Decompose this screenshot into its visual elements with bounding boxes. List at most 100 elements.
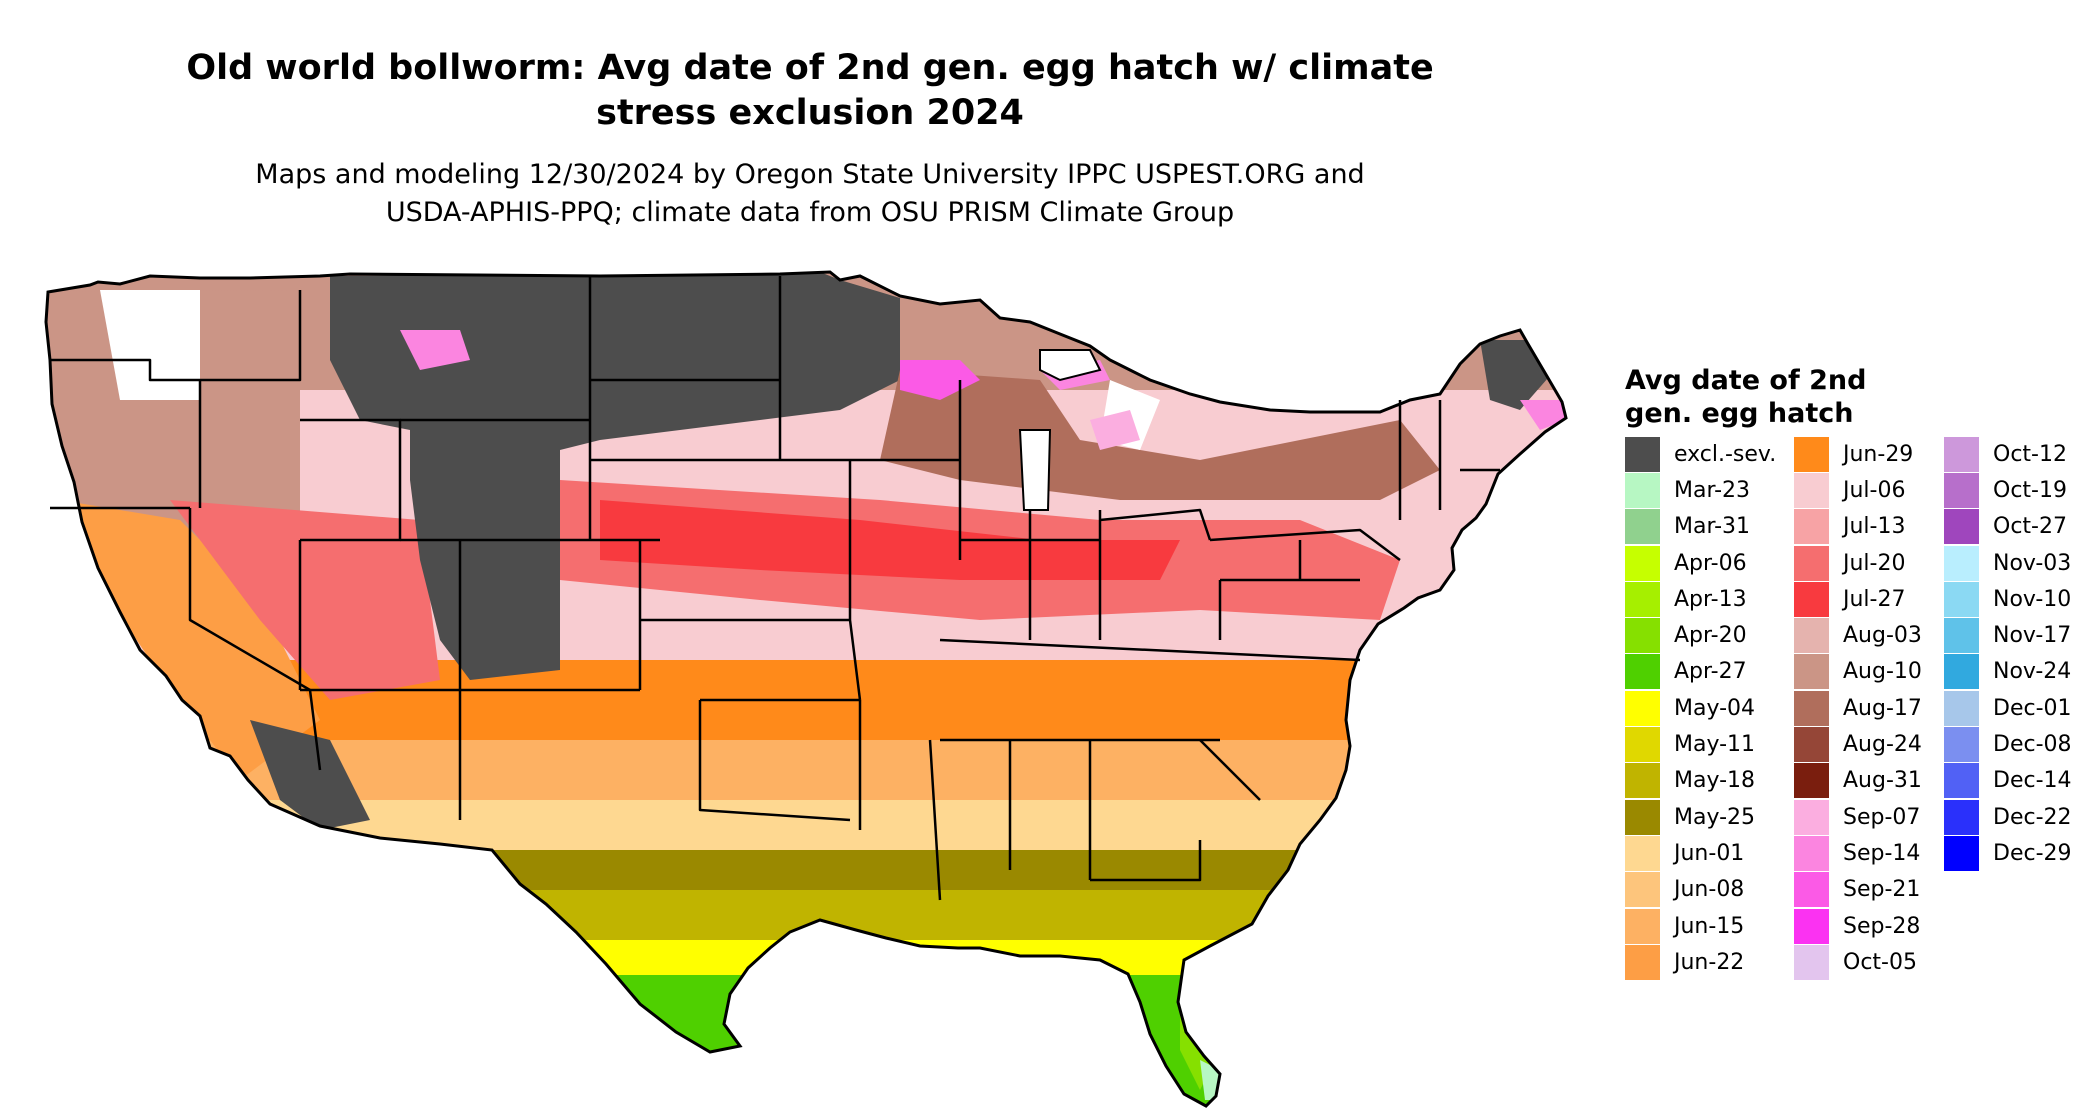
- legend-label: Jun-22: [1674, 949, 1745, 975]
- legend-item: Aug-10: [1794, 654, 1944, 690]
- legend-label: Sep-21: [1843, 877, 1921, 903]
- legend-item: Dec-29: [1944, 835, 2100, 871]
- legend-item: Apr-27: [1625, 654, 1794, 690]
- legend-label: Oct-12: [1993, 441, 2067, 467]
- us-map: [44, 270, 1568, 1108]
- legend-item: Oct-27: [1944, 509, 2100, 545]
- map-title-line2: stress exclusion 2024: [596, 93, 1024, 133]
- legend-item: Aug-17: [1794, 690, 1944, 726]
- legend-label: Jun-15: [1674, 913, 1745, 939]
- legend-swatch: [1794, 436, 1829, 472]
- legend-label: Nov-03: [1993, 550, 2072, 576]
- legend-label: Jun-01: [1674, 840, 1745, 866]
- legend-label: Sep-07: [1843, 804, 1921, 830]
- legend-swatch: [1625, 436, 1660, 472]
- legend-label: May-04: [1674, 695, 1756, 721]
- legend-item: Nov-24: [1944, 654, 2100, 690]
- legend-item: Nov-03: [1944, 545, 2100, 581]
- legend-swatch: [1625, 908, 1660, 944]
- legend-swatch: [1625, 618, 1660, 654]
- legend-item: Sep-14: [1794, 835, 1944, 871]
- legend-label: Aug-24: [1843, 732, 1922, 758]
- legend-item: Aug-31: [1794, 763, 1944, 799]
- legend-label: Dec-22: [1993, 804, 2072, 830]
- legend-item: Sep-28: [1794, 908, 1944, 944]
- legend-label: Aug-10: [1843, 659, 1922, 685]
- legend-label: Apr-27: [1674, 659, 1747, 685]
- legend-swatch: [1944, 436, 1979, 472]
- legend-item: Apr-13: [1625, 581, 1794, 617]
- legend-swatch: [1794, 763, 1829, 799]
- legend-label: May-25: [1674, 804, 1756, 830]
- legend-item: Jun-08: [1625, 872, 1794, 908]
- legend-item: Sep-21: [1794, 872, 1944, 908]
- legend-swatch: [1794, 835, 1829, 871]
- legend-label: Aug-03: [1843, 623, 1922, 649]
- legend-label: Jul-06: [1843, 477, 1906, 503]
- legend-swatch: [1794, 654, 1829, 690]
- legend-item: Apr-06: [1625, 545, 1794, 581]
- legend-swatch: [1625, 472, 1660, 508]
- map-subtitle: Maps and modeling 12/30/2024 by Oregon S…: [140, 156, 1480, 232]
- legend-swatch: [1625, 727, 1660, 763]
- legend-swatch: [1625, 763, 1660, 799]
- legend-label: Nov-10: [1993, 586, 2072, 612]
- legend-label: Dec-08: [1993, 732, 2072, 758]
- map-title: Old world bollworm: Avg date of 2nd gen.…: [140, 46, 1480, 136]
- legend-swatch: [1944, 690, 1979, 726]
- map-subtitle-line2: USDA-APHIS-PPQ; climate data from OSU PR…: [385, 197, 1235, 228]
- legend-swatch: [1794, 799, 1829, 835]
- legend-item: Dec-22: [1944, 799, 2100, 835]
- legend-label: Aug-31: [1843, 768, 1922, 794]
- legend-swatch: [1944, 618, 1979, 654]
- legend-label: Apr-13: [1674, 586, 1747, 612]
- legend-label: Aug-17: [1843, 695, 1922, 721]
- legend-item: Jul-06: [1794, 472, 1944, 508]
- legend-swatch: [1625, 799, 1660, 835]
- legend-label: Nov-24: [1993, 659, 2072, 685]
- legend-title-line2: gen. egg hatch: [1625, 398, 1854, 429]
- legend-swatch: [1944, 799, 1979, 835]
- legend-swatch: [1625, 835, 1660, 871]
- legend-item: Sep-07: [1794, 799, 1944, 835]
- legend-swatch: [1625, 545, 1660, 581]
- map-subtitle-line1: Maps and modeling 12/30/2024 by Oregon S…: [255, 159, 1365, 190]
- legend-item: Jun-15: [1625, 908, 1794, 944]
- legend-item: Aug-03: [1794, 617, 1944, 654]
- legend-item: Oct-05: [1794, 944, 1944, 980]
- legend-label: Oct-19: [1993, 477, 2067, 503]
- legend-label: Dec-29: [1993, 840, 2072, 866]
- legend-label: Mar-23: [1674, 477, 1751, 503]
- legend-swatch: [1944, 509, 1979, 545]
- legend-swatch: [1944, 763, 1979, 799]
- legend-swatch: [1794, 944, 1829, 980]
- legend-label: May-11: [1674, 732, 1756, 758]
- legend-label: Jul-20: [1843, 550, 1906, 576]
- legend-label: May-18: [1674, 768, 1756, 794]
- legend-label: Jun-08: [1674, 877, 1745, 903]
- legend-swatch: [1794, 472, 1829, 508]
- legend-label: Dec-01: [1993, 695, 2072, 721]
- legend-swatch: [1794, 509, 1829, 545]
- legend-swatch: [1794, 908, 1829, 944]
- legend-swatch: [1625, 872, 1660, 908]
- legend-item: Dec-08: [1944, 726, 2100, 763]
- legend-label: Nov-17: [1993, 623, 2072, 649]
- legend-label: Apr-06: [1674, 550, 1747, 576]
- legend-title: Avg date of 2nd gen. egg hatch: [1625, 364, 1945, 430]
- legend-item: May-25: [1625, 799, 1794, 835]
- legend-swatch: [1625, 690, 1660, 726]
- legend-item: Jul-27: [1794, 581, 1944, 617]
- legend: excl.-sev. Mar-23 Mar-31 Apr-06 Apr-13 Apr-20…: [1625, 436, 2100, 980]
- legend-swatch: [1944, 581, 1979, 617]
- legend-swatch: [1794, 581, 1829, 617]
- legend-swatch: [1794, 545, 1829, 581]
- legend-label: Oct-05: [1843, 949, 1917, 975]
- legend-item: May-11: [1625, 726, 1794, 763]
- legend-item: Mar-23: [1625, 472, 1794, 508]
- legend-swatch: [1944, 654, 1979, 690]
- legend-item: Aug-24: [1794, 726, 1944, 763]
- legend-item: Dec-14: [1944, 763, 2100, 799]
- legend-item: Nov-10: [1944, 581, 2100, 617]
- legend-swatch: [1625, 581, 1660, 617]
